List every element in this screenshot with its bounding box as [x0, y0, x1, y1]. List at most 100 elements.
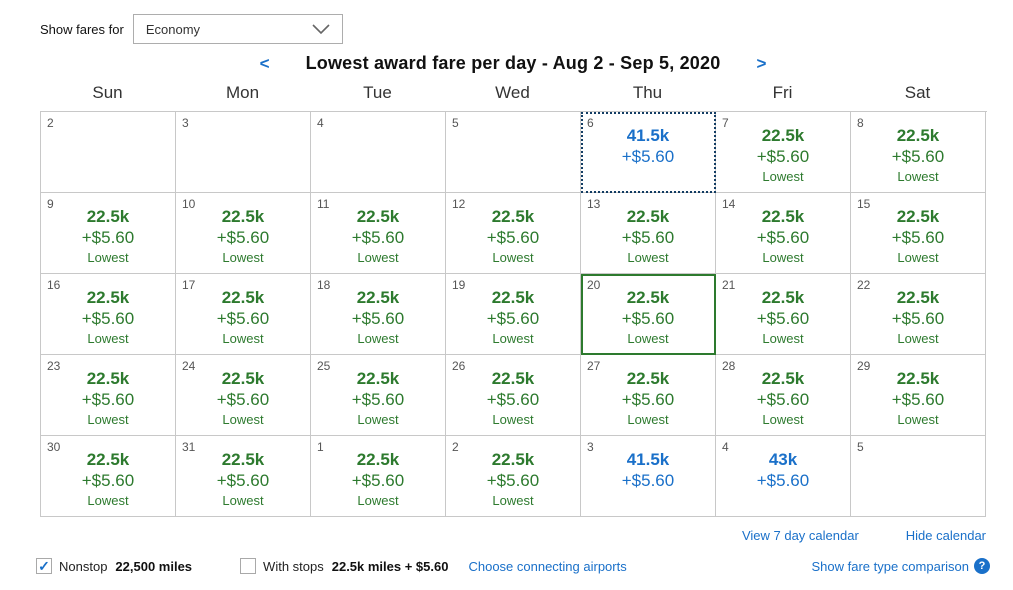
- fare-miles: 22.5k: [491, 288, 535, 307]
- fare-info: 22.5k +$5.60 Lowest: [311, 206, 445, 266]
- fare-miles: 22.5k: [896, 369, 940, 388]
- day-number: 31: [182, 440, 196, 454]
- fare-fees: +$5.60: [351, 471, 405, 491]
- day-of-week-row: Sun Mon Tue Wed Thu Fri Sat: [40, 83, 986, 103]
- calendar-day-cell[interactable]: 31 22.5k +$5.60 Lowest: [176, 436, 311, 517]
- calendar-day-cell[interactable]: 18 22.5k +$5.60 Lowest: [311, 274, 446, 355]
- fare-fees: +$5.60: [891, 309, 945, 329]
- calendar-day-cell[interactable]: 29 22.5k +$5.60 Lowest: [851, 355, 986, 436]
- hide-calendar-link[interactable]: Hide calendar: [905, 528, 986, 543]
- fare-filter: Show fares for Economy: [40, 14, 343, 44]
- dow-mon: Mon: [225, 83, 260, 102]
- calendar-day-cell[interactable]: 15 22.5k +$5.60 Lowest: [851, 193, 986, 274]
- day-number: 22: [857, 278, 871, 292]
- calendar-day-cell[interactable]: 3 41.5k +$5.60: [581, 436, 716, 517]
- nonstop-checkbox[interactable]: ✓: [36, 558, 52, 574]
- fare-miles: 22.5k: [626, 207, 670, 226]
- view-7-day-calendar-link[interactable]: View 7 day calendar: [741, 528, 859, 543]
- lowest-badge: Lowest: [222, 411, 264, 427]
- calendar-day-cell[interactable]: 13 22.5k +$5.60 Lowest: [581, 193, 716, 274]
- day-number: 16: [47, 278, 61, 292]
- fare-fees: +$5.60: [486, 228, 540, 248]
- lowest-badge: Lowest: [87, 492, 129, 508]
- fare-info: 41.5k +$5.60: [581, 449, 715, 492]
- fare-miles: 22.5k: [356, 369, 400, 388]
- choose-connecting-airports-link[interactable]: Choose connecting airports: [468, 558, 627, 574]
- day-number: 7: [722, 116, 729, 130]
- calendar-day-cell[interactable]: 14 22.5k +$5.60 Lowest: [716, 193, 851, 274]
- calendar-day-cell[interactable]: 8 22.5k +$5.60 Lowest: [851, 112, 986, 193]
- fare-fees: +$5.60: [216, 228, 270, 248]
- fare-miles: 22.5k: [761, 369, 805, 388]
- fare-fees: +$5.60: [216, 471, 270, 491]
- fare-miles: 41.5k: [626, 450, 670, 469]
- calendar-day-cell[interactable]: 7 22.5k +$5.60 Lowest: [716, 112, 851, 193]
- fare-fees: +$5.60: [81, 390, 135, 410]
- lowest-badge: Lowest: [357, 330, 399, 346]
- fare-miles: 22.5k: [896, 126, 940, 145]
- lowest-badge: Lowest: [87, 330, 129, 346]
- calendar-day-cell[interactable]: 23 22.5k +$5.60 Lowest: [41, 355, 176, 436]
- calendar-day-cell[interactable]: 6 41.5k +$5.60: [581, 112, 716, 193]
- dow-sat: Sat: [904, 83, 931, 102]
- fare-info: 22.5k +$5.60 Lowest: [581, 287, 715, 347]
- calendar-day-cell[interactable]: 12 22.5k +$5.60 Lowest: [446, 193, 581, 274]
- calendar-day-cell[interactable]: 9 22.5k +$5.60 Lowest: [41, 193, 176, 274]
- lowest-badge: Lowest: [222, 249, 264, 265]
- calendar-day-cell[interactable]: 30 22.5k +$5.60 Lowest: [41, 436, 176, 517]
- with-stops-miles-value: 22.5k miles + $5.60: [331, 558, 449, 574]
- fare-miles: 22.5k: [221, 207, 265, 226]
- fare-info: 41.5k +$5.60: [581, 125, 715, 168]
- prev-month-arrow-icon[interactable]: <: [259, 54, 270, 73]
- fare-fees: +$5.60: [756, 147, 810, 167]
- calendar-grid: 2 3 4 5 6 41.5k +$5.60 7 22.5k +$5.60 Lowest 8 22.5k…: [40, 111, 987, 517]
- fare-filter-label: Show fares for: [40, 21, 124, 37]
- cabin-select-value: Economy: [145, 21, 201, 37]
- calendar-day-cell: 2: [41, 112, 176, 193]
- calendar-header: < Lowest award fare per day - Aug 2 - Se…: [40, 53, 986, 74]
- fare-info: 22.5k +$5.60 Lowest: [176, 449, 310, 509]
- fare-fees: +$5.60: [486, 390, 540, 410]
- dow-tue: Tue: [363, 83, 392, 102]
- calendar-day-cell[interactable]: 25 22.5k +$5.60 Lowest: [311, 355, 446, 436]
- calendar-day-cell[interactable]: 22 22.5k +$5.60 Lowest: [851, 274, 986, 355]
- fare-miles: 22.5k: [896, 288, 940, 307]
- fare-info: 22.5k +$5.60 Lowest: [41, 449, 175, 509]
- fare-fees: +$5.60: [756, 309, 810, 329]
- fare-miles: 22.5k: [356, 450, 400, 469]
- lowest-badge: Lowest: [627, 411, 669, 427]
- calendar-day-cell[interactable]: 2 22.5k +$5.60 Lowest: [446, 436, 581, 517]
- calendar-day-cell[interactable]: 21 22.5k +$5.60 Lowest: [716, 274, 851, 355]
- calendar-day-cell[interactable]: 10 22.5k +$5.60 Lowest: [176, 193, 311, 274]
- cabin-select-dropdown[interactable]: Economy: [132, 14, 343, 44]
- help-icon[interactable]: ?: [974, 558, 990, 574]
- next-month-arrow-icon[interactable]: >: [756, 54, 767, 73]
- fare-miles: 22.5k: [491, 450, 535, 469]
- calendar-day-cell[interactable]: 20 22.5k +$5.60 Lowest: [581, 274, 716, 355]
- day-number: 14: [722, 197, 736, 211]
- fare-miles: 22.5k: [491, 207, 535, 226]
- calendar-day-cell[interactable]: 24 22.5k +$5.60 Lowest: [176, 355, 311, 436]
- calendar-day-cell[interactable]: 28 22.5k +$5.60 Lowest: [716, 355, 851, 436]
- fare-info: 22.5k +$5.60 Lowest: [716, 368, 850, 428]
- calendar-day-cell[interactable]: 27 22.5k +$5.60 Lowest: [581, 355, 716, 436]
- lowest-badge: Lowest: [492, 330, 534, 346]
- calendar-day-cell[interactable]: 4 43k +$5.60: [716, 436, 851, 517]
- day-number: 28: [722, 359, 736, 373]
- calendar-day-cell[interactable]: 17 22.5k +$5.60 Lowest: [176, 274, 311, 355]
- fare-miles: 22.5k: [491, 369, 535, 388]
- lowest-badge: Lowest: [762, 249, 804, 265]
- calendar-day-cell[interactable]: 19 22.5k +$5.60 Lowest: [446, 274, 581, 355]
- lowest-badge: Lowest: [87, 411, 129, 427]
- with-stops-checkbox[interactable]: [240, 558, 257, 574]
- fare-info: 22.5k +$5.60 Lowest: [581, 206, 715, 266]
- calendar-day-cell[interactable]: 11 22.5k +$5.60 Lowest: [311, 193, 446, 274]
- fare-miles: 22.5k: [356, 288, 400, 307]
- calendar-day-cell[interactable]: 26 22.5k +$5.60 Lowest: [446, 355, 581, 436]
- calendar-day-cell[interactable]: 16 22.5k +$5.60 Lowest: [41, 274, 176, 355]
- fare-info: 22.5k +$5.60 Lowest: [851, 125, 985, 185]
- calendar-day-cell[interactable]: 1 22.5k +$5.60 Lowest: [311, 436, 446, 517]
- fare-fees: +$5.60: [756, 471, 810, 491]
- day-number: 11: [317, 197, 330, 211]
- show-fare-type-comparison-link[interactable]: Show fare type comparison: [811, 558, 969, 574]
